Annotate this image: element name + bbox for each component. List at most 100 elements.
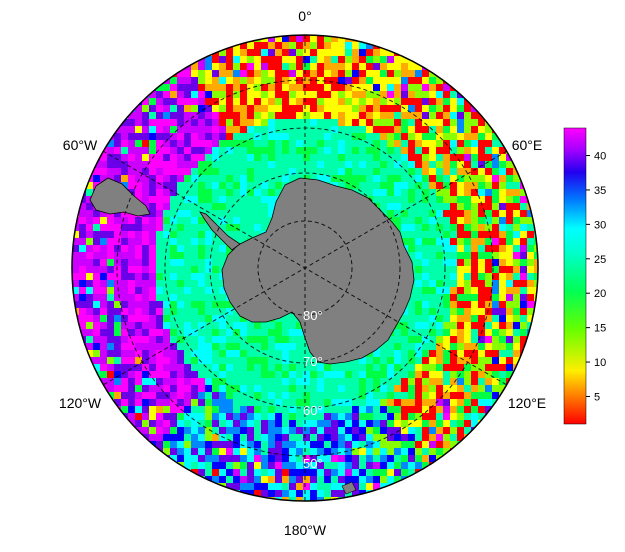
data-cell [226, 126, 233, 133]
data-cell [275, 140, 282, 147]
data-cell [366, 133, 373, 140]
data-cell [478, 182, 485, 189]
data-cell [464, 140, 471, 147]
data-cell [135, 287, 142, 294]
data-cell [324, 455, 331, 462]
data-cell [359, 56, 366, 63]
data-cell [359, 371, 366, 378]
data-cell [247, 448, 254, 455]
data-cell [198, 420, 205, 427]
data-cell [296, 497, 303, 501]
data-cell [324, 42, 331, 49]
data-cell [72, 273, 79, 280]
data-cell [443, 308, 450, 315]
data-cell [100, 175, 107, 182]
data-cell [261, 357, 268, 364]
data-cell [100, 238, 107, 245]
data-cell [93, 301, 100, 308]
data-cell [233, 182, 240, 189]
data-cell [191, 413, 198, 420]
data-cell [408, 154, 415, 161]
data-cell [296, 427, 303, 434]
data-cell [268, 462, 275, 469]
data-cell [380, 154, 387, 161]
data-cell [226, 448, 233, 455]
data-cell [275, 392, 282, 399]
data-cell [422, 434, 429, 441]
data-cell [359, 168, 366, 175]
data-cell [366, 126, 373, 133]
data-cell [471, 224, 478, 231]
data-cell [289, 315, 296, 322]
data-cell [177, 357, 184, 364]
data-cell [184, 252, 191, 259]
data-cell [128, 189, 135, 196]
data-cell [310, 175, 317, 182]
data-cell [163, 119, 170, 126]
data-cell [177, 161, 184, 168]
data-cell [429, 217, 436, 224]
data-cell [156, 91, 163, 98]
data-cell [128, 399, 135, 406]
data-cell [527, 301, 534, 308]
data-cell [93, 252, 100, 259]
data-cell [520, 315, 527, 322]
data-cell [303, 392, 310, 399]
data-cell [499, 210, 506, 217]
data-cell [380, 483, 387, 490]
data-cell [373, 154, 380, 161]
data-cell [163, 287, 170, 294]
data-cell [387, 182, 394, 189]
data-cell [324, 56, 331, 63]
data-cell [387, 84, 394, 91]
data-cell [471, 329, 478, 336]
data-cell [352, 126, 359, 133]
data-cell [226, 343, 233, 350]
data-cell [268, 105, 275, 112]
data-cell [506, 161, 513, 168]
antarctic-peninsula [199, 211, 241, 251]
data-cell [114, 343, 121, 350]
data-cell [380, 189, 387, 196]
data-cell [289, 462, 296, 469]
data-cell [275, 119, 282, 126]
data-cell [275, 189, 282, 196]
data-cell [499, 217, 506, 224]
data-cell [247, 217, 254, 224]
data-cell [422, 301, 429, 308]
data-cell [233, 343, 240, 350]
data-cell [275, 350, 282, 357]
data-cell [233, 406, 240, 413]
data-cell [422, 105, 429, 112]
data-cell [513, 357, 520, 364]
data-cell [401, 448, 408, 455]
data-cell [387, 126, 394, 133]
data-cell [331, 406, 338, 413]
data-cell [506, 280, 513, 287]
data-cell [352, 133, 359, 140]
data-cell [128, 406, 135, 413]
data-cell [345, 105, 352, 112]
data-cell [366, 154, 373, 161]
data-cell [149, 434, 156, 441]
data-cell [506, 189, 513, 196]
data-cell [261, 329, 268, 336]
data-cell [359, 399, 366, 406]
data-cell [93, 287, 100, 294]
data-cell [408, 427, 415, 434]
data-cell [492, 322, 499, 329]
data-cell [275, 448, 282, 455]
data-cell [443, 238, 450, 245]
data-cell [499, 336, 506, 343]
data-cell [156, 231, 163, 238]
data-cell [534, 252, 538, 259]
data-cell [261, 70, 268, 77]
data-cell [464, 308, 471, 315]
data-cell [380, 469, 387, 476]
data-cell [436, 322, 443, 329]
data-cell [492, 147, 499, 154]
data-cell [338, 63, 345, 70]
data-cell [72, 252, 79, 259]
